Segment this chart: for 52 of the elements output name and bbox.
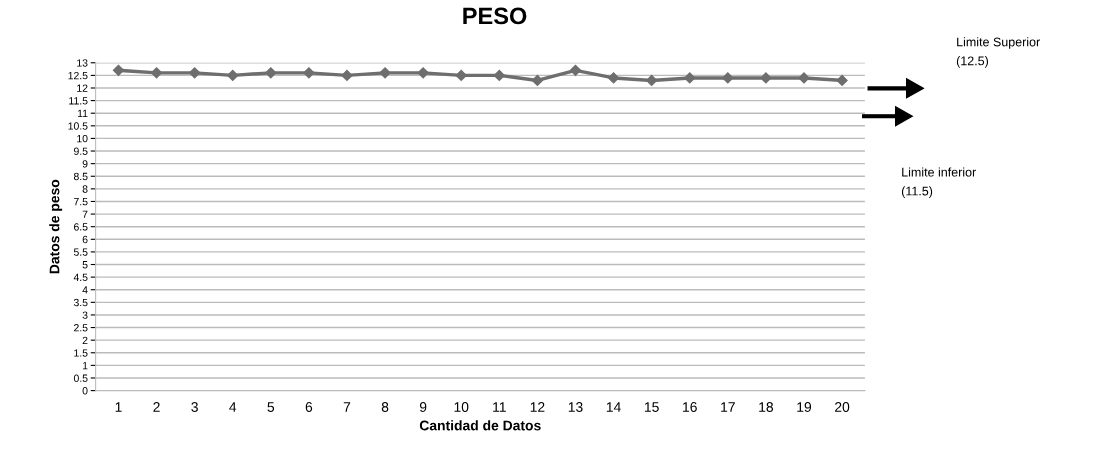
- y-tick-label: 5: [82, 261, 88, 269]
- x-tick-label: 8: [381, 402, 389, 412]
- y-tick-label: 2.5: [74, 324, 88, 332]
- y-tick-label: 6: [82, 235, 88, 244]
- x-tick-label: 16: [683, 402, 697, 412]
- x-tick-label: 19: [797, 402, 812, 412]
- y-tick-label: 0.5: [73, 374, 88, 382]
- y-tick-label: 7: [82, 210, 88, 218]
- x-tick-label: 14: [606, 402, 621, 412]
- x-tick-label: 9: [419, 402, 427, 412]
- y-tick-label: 0: [82, 387, 88, 395]
- y-tick-label: 3: [82, 311, 88, 319]
- y-tick-label: 1: [82, 361, 88, 370]
- x-tick-label: 13: [568, 402, 583, 412]
- x-tick-label: 7: [343, 402, 351, 412]
- x-tick-label: 15: [644, 402, 659, 412]
- x-tick-label: 17: [721, 402, 735, 412]
- chart-title: PESO: [463, 7, 527, 25]
- y-tick-label: 3.5: [73, 298, 88, 307]
- x-tick-label: 4: [229, 402, 237, 412]
- y-tick-label: 9.5: [73, 147, 88, 155]
- x-tick-label: 5: [267, 402, 275, 412]
- x-axis-title: Cantidad de Datos: [419, 420, 541, 431]
- y-tick-label: 10.5: [68, 122, 88, 130]
- y-axis-title: Datos de peso: [49, 179, 63, 274]
- x-tick-label: 18: [759, 402, 774, 412]
- x-tick-label: 1: [115, 402, 122, 412]
- text: Limite Superior (12.5): [956, 37, 1040, 68]
- x-tick-label: 20: [835, 402, 850, 412]
- y-tick-label: 13: [77, 59, 88, 67]
- y-tick-label: 11.5: [69, 97, 88, 105]
- y-tick-label: 8.5: [73, 172, 88, 181]
- y-tick-label: 4: [82, 286, 88, 294]
- x-tick-label: 11: [493, 402, 506, 412]
- y-tick-label: 6.5: [74, 223, 88, 231]
- y-tick-label: 10: [77, 134, 88, 143]
- x-tick-label: 2: [153, 402, 160, 412]
- x-tick-label: 12: [530, 402, 545, 412]
- y-tick-label: 12.5: [68, 71, 88, 80]
- y-tick-label: 12: [77, 84, 88, 92]
- y-tick-label: 5.5: [73, 248, 88, 256]
- x-tick-label: 3: [191, 402, 198, 412]
- y-tick-label: 7.5: [74, 198, 88, 206]
- y-tick-label: 2: [82, 336, 88, 344]
- x-tick-label: 10: [454, 402, 469, 412]
- text: Limite inferior (11.5): [901, 167, 976, 198]
- y-tick-label: 8: [82, 185, 88, 193]
- x-tick-label: 6: [305, 402, 313, 412]
- y-tick-label: 11: [77, 109, 88, 117]
- y-tick-label: 4.5: [73, 273, 88, 281]
- y-tick-label: 1.5: [74, 349, 88, 357]
- y-tick-label: 9: [82, 160, 88, 168]
